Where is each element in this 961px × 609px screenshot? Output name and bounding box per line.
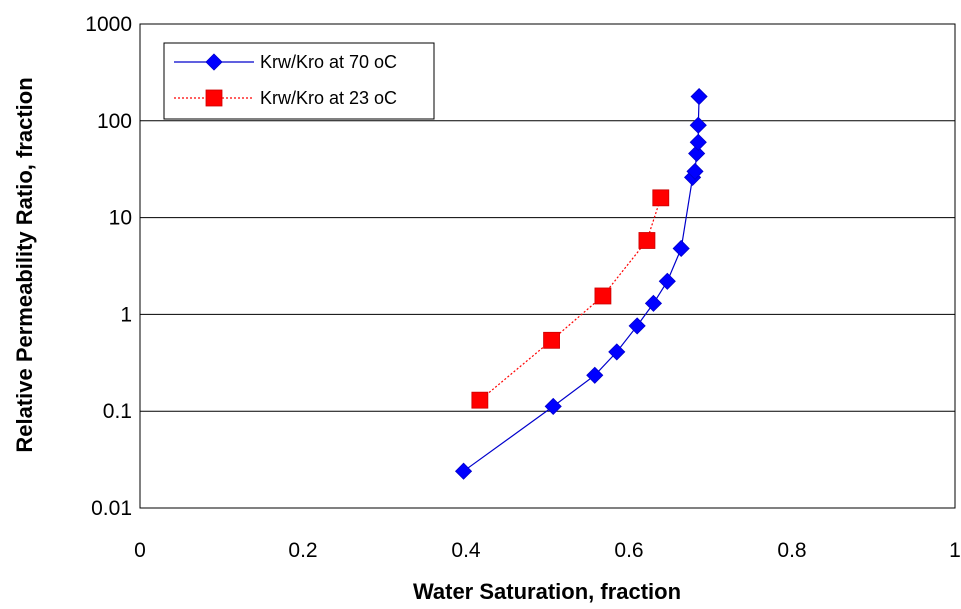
data-point <box>658 272 676 290</box>
x-tick-label: 0.6 <box>614 539 643 562</box>
data-point <box>628 317 646 335</box>
data-point <box>688 144 706 163</box>
data-point <box>594 287 612 305</box>
data-point <box>689 133 707 151</box>
legend-label-70c: Krw/Kro at 70 oC <box>260 52 397 72</box>
y-tick-label: 100 <box>97 110 132 133</box>
y-tick-label: 1 <box>120 303 132 326</box>
data-point <box>454 462 473 480</box>
data-point <box>686 162 704 180</box>
legend-marker-23c <box>205 89 223 107</box>
data-point <box>652 189 670 207</box>
data-point <box>638 232 656 249</box>
y-tick-label: 0.1 <box>103 400 132 423</box>
plot-area <box>139 23 956 509</box>
data-point <box>471 391 489 409</box>
gridlines <box>140 120 955 412</box>
x-tick-label: 0.2 <box>288 539 317 562</box>
y-axis-label: Relative Permeability Ratio, fraction <box>12 77 37 452</box>
y-tick-label: 0.01 <box>91 497 132 520</box>
series-2 <box>471 189 670 409</box>
data-point <box>544 397 562 416</box>
x-tick-label: 0.8 <box>777 539 806 562</box>
legend: Krw/Kro at 70 oC Krw/Kro at 23 oC <box>163 42 435 120</box>
data-point <box>644 294 663 312</box>
x-tick-label: 0.4 <box>451 539 481 562</box>
legend-marker-70c <box>205 53 223 71</box>
legend-item-23c: Krw/Kro at 23 oC <box>174 88 397 108</box>
series-group <box>454 87 708 480</box>
x-tick-label: 1 <box>949 539 961 562</box>
series-1 <box>454 87 708 480</box>
data-point <box>586 366 604 384</box>
series-line <box>479 197 662 401</box>
x-axis-label: Water Saturation, fraction <box>413 579 681 604</box>
data-point <box>608 343 626 361</box>
legend-label-23c: Krw/Kro at 23 oC <box>260 88 397 108</box>
data-point <box>543 331 560 349</box>
data-point <box>672 239 690 258</box>
legend-item-70c: Krw/Kro at 70 oC <box>174 52 397 72</box>
y-tick-label: 10 <box>109 207 132 230</box>
tick-labels: 0.01 0.1 1 10 100 1000 0 0.2 0.4 0.6 0.8 1 <box>85 13 961 562</box>
y-tick-label: 1000 <box>85 13 132 36</box>
data-point <box>690 87 708 106</box>
x-tick-label: 0 <box>134 539 146 562</box>
data-point <box>689 116 707 134</box>
